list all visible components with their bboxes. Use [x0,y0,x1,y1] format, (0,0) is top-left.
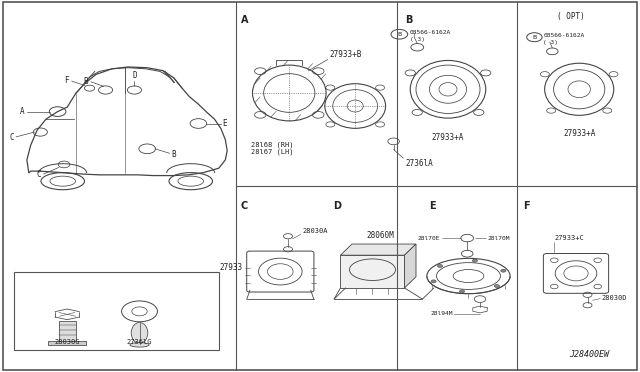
Text: J28400EW: J28400EW [569,350,609,359]
Text: ( OPT): ( OPT) [557,12,584,21]
Polygon shape [404,244,416,288]
Circle shape [431,280,436,283]
Text: E: E [429,201,435,211]
Text: ( 3): ( 3) [543,40,558,45]
Polygon shape [340,244,416,255]
Text: 08566-6162A: 08566-6162A [543,33,584,38]
Circle shape [438,264,443,267]
Text: A: A [241,15,248,25]
Bar [14,272,219,350]
Circle shape [472,259,477,262]
Text: A: A [20,107,24,116]
Text: 28060M: 28060M [366,231,394,240]
Circle shape [494,285,499,288]
Text: E: E [223,119,227,128]
Text: B: B [532,35,536,40]
Ellipse shape [131,323,148,343]
Text: 28l67 (LH): 28l67 (LH) [251,148,293,154]
Text: C: C [10,133,14,142]
Text: 28030G: 28030G [54,339,80,345]
Text: 27933+B: 27933+B [330,50,362,59]
Circle shape [460,290,465,293]
Text: 27933+A: 27933+A [563,129,595,138]
Text: 27933+C: 27933+C [555,235,584,241]
Text: 28l70E: 28l70E [418,235,440,241]
Text: 28030A: 28030A [302,228,328,234]
Circle shape [501,269,506,272]
Text: 27933: 27933 [219,263,243,272]
Text: 28l94M: 28l94M [431,311,453,317]
Text: D: D [333,201,341,211]
Text: B: B [84,77,88,86]
Text: B: B [172,150,176,158]
Bar [48,341,86,345]
Polygon shape [340,255,404,288]
Text: D: D [132,71,137,80]
Text: F: F [65,76,69,85]
Text: B: B [405,15,413,25]
Text: 28030D: 28030D [602,295,627,301]
Text: 08566-6162A: 08566-6162A [410,30,451,35]
Text: 2736lG: 2736lG [127,339,152,345]
Bar [59,321,76,342]
Text: ( 3): ( 3) [410,37,424,42]
Text: 2736lA: 2736lA [405,159,433,168]
Text: C: C [241,201,248,211]
Ellipse shape [130,343,149,347]
Text: B: B [397,32,401,37]
Text: C: C [36,170,41,179]
Text: 28l70M: 28l70M [488,235,510,241]
Text: 28l68 (RH): 28l68 (RH) [251,141,293,148]
Text: F: F [524,201,530,211]
Text: 27933+A: 27933+A [432,133,464,142]
